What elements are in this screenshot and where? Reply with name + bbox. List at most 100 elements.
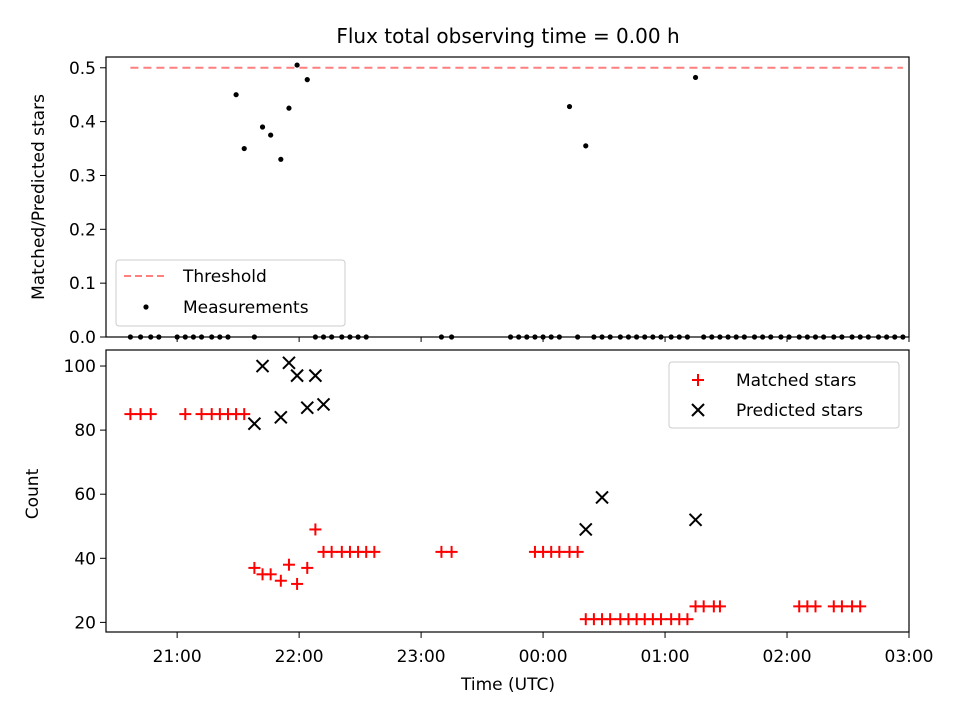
ratio-legend: Threshold Measurements — [115, 259, 346, 327]
ratio-legend-box — [115, 259, 346, 327]
predicted-star-marker — [282, 356, 296, 370]
count-series-layer — [124, 356, 867, 626]
matched-star-marker — [435, 545, 448, 558]
predicted-stars-legend-swatch — [691, 403, 705, 417]
matched-star-marker — [134, 408, 147, 421]
ratio-x-axis-ticks — [176, 337, 910, 342]
measurement-point — [233, 92, 239, 98]
matched-star-marker — [195, 408, 208, 421]
measurement-point — [259, 124, 266, 130]
predicted-star-marker-b — [255, 359, 270, 373]
count-y-axis: 20 40 60 80 100 — [64, 357, 106, 633]
predicted-star-marker — [595, 490, 609, 505]
matched-star-marker — [713, 600, 726, 613]
count-legend: Matched stars Predicted stars — [668, 361, 900, 429]
matched-star-marker — [571, 545, 584, 558]
count-panel: 20 40 60 80 100 21:00 22:00 23:00 00:00 01:00 02:… — [23, 349, 934, 695]
measurements-legend-swatch — [143, 304, 149, 310]
matched-star-marker — [248, 561, 261, 574]
predicted-star-marker-b — [688, 513, 703, 527]
measurement-point — [294, 62, 300, 68]
measurement-point — [278, 156, 284, 162]
predicted-star-marker — [255, 359, 270, 373]
matched-star-marker — [654, 613, 667, 626]
predicted-star-marker-b — [300, 400, 314, 415]
threshold-legend-label: Threshold — [182, 267, 267, 287]
predicted-star-marker — [308, 368, 323, 383]
matched-star-marker — [697, 600, 710, 613]
measurement-point — [583, 143, 589, 149]
predicted-star-marker-b — [308, 368, 323, 383]
predicted-star-marker-b — [282, 356, 296, 370]
measurement-point — [566, 103, 573, 110]
count-x-tick-label: 02:00 — [763, 647, 812, 667]
predicted-star-marker-b — [595, 490, 609, 505]
predicted-star-marker-b — [274, 410, 288, 425]
count-x-axis: 21:00 22:00 23:00 00:00 01:00 02:00 03:00 — [153, 632, 934, 667]
predicted-star-marker — [247, 416, 262, 431]
matched-star-marker — [282, 558, 295, 571]
predicted-star-marker — [316, 397, 331, 412]
ratio-chart-title: Flux total observing time = 0.00 h — [336, 24, 679, 48]
count-x-tick-label: 03:00 — [885, 647, 934, 667]
measurement-point — [304, 77, 310, 83]
x-axis-label: Time (UTC) — [460, 675, 555, 695]
predicted-star-marker — [579, 522, 593, 537]
ratio-y-tick-label: 0.1 — [69, 274, 96, 294]
ratio-y-tick-label: 0.3 — [69, 166, 96, 186]
measurements-legend-label: Measurements — [183, 298, 309, 318]
measurement-point — [241, 145, 247, 152]
ratio-y-tick-label: 0.4 — [69, 113, 96, 133]
ratio-y-tick-label: 0.2 — [69, 220, 96, 240]
matched-star-marker — [179, 408, 192, 421]
matched-star-marker — [325, 545, 338, 558]
count-y-tick-label: 20 — [74, 613, 96, 633]
predicted-star-marker — [688, 513, 703, 527]
predicted-star-marker — [274, 410, 288, 425]
count-y-axis-label: Count — [23, 468, 43, 519]
matched-star-marker — [604, 613, 617, 626]
matched-star-marker — [309, 523, 322, 536]
matched-star-marker — [809, 600, 822, 613]
count-y-tick-label: 40 — [74, 549, 96, 569]
predicted-star-marker — [300, 400, 314, 415]
matched-star-marker — [368, 545, 381, 558]
measurement-point — [286, 105, 292, 111]
matched-star-marker — [854, 600, 867, 613]
count-plot-frame — [105, 349, 910, 633]
predicted-star-marker-b — [579, 522, 593, 537]
count-y-tick-label: 80 — [74, 421, 96, 441]
predicted-star-marker-b — [290, 368, 304, 383]
ratio-y-axis: 0.0 0.1 0.2 0.3 0.4 0.5 — [69, 59, 106, 348]
count-x-tick-label: 21:00 — [153, 647, 202, 667]
count-x-tick-label: 22:00 — [275, 647, 324, 667]
matched-star-marker — [681, 613, 694, 626]
measurement-point — [268, 132, 274, 138]
count-x-tick-label: 23:00 — [397, 647, 446, 667]
predicted-star-marker-b — [316, 397, 331, 412]
matched-star-marker — [553, 545, 566, 558]
count-x-tick-label: 01:00 — [641, 647, 690, 667]
predicted-star-marker-b — [247, 416, 262, 431]
matched-stars-legend-swatch — [692, 374, 704, 386]
matched-star-marker — [264, 568, 277, 581]
measurement-point — [692, 74, 699, 81]
matched-stars-legend-label: Matched stars — [736, 371, 856, 391]
count-legend-box — [668, 361, 900, 429]
ratio-y-tick-label: 0.0 — [69, 328, 96, 348]
matched-star-marker — [301, 561, 314, 574]
predicted-star-marker — [290, 368, 304, 383]
count-y-tick-label: 100 — [64, 357, 96, 377]
count-y-tick-label: 60 — [74, 485, 96, 505]
ratio-panel: Flux total observing time = 0.00 h 0.0 0.… — [29, 24, 910, 348]
predicted-stars-legend-label: Predicted stars — [736, 401, 863, 421]
matched-star-marker — [445, 545, 458, 558]
ratio-plot-frame — [105, 56, 910, 338]
matched-star-marker — [124, 408, 137, 421]
matched-star-marker — [274, 574, 287, 587]
count-x-tick-label: 00:00 — [519, 647, 568, 667]
matched-star-marker — [835, 600, 848, 613]
matched-star-marker — [238, 408, 251, 421]
